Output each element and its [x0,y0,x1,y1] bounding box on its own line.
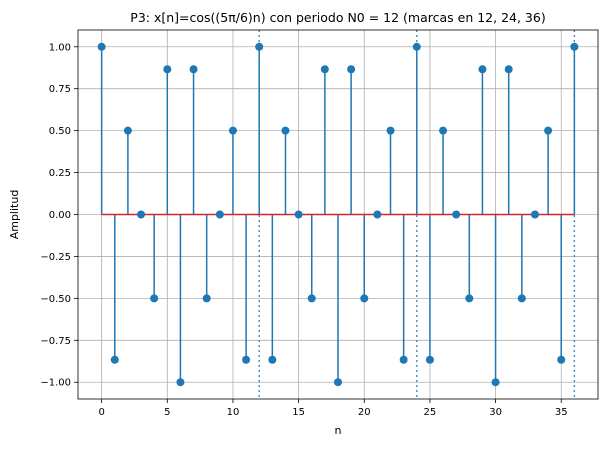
stem-marker [123,126,132,135]
stem-marker [439,126,448,135]
x-tick-label: 5 [164,407,170,418]
stem-markers [97,42,579,387]
stem-marker [360,294,369,303]
stem-marker [491,378,500,387]
x-tick-label: 20 [358,407,371,418]
stem-marker [570,42,579,51]
y-axis-ticks: 1.00 0.75 0.50 0.25 0.00 −0.25 −0.50 −0.75 −1.00 [40,42,78,389]
stem-marker [176,378,185,387]
x-tick-label: 0 [98,407,104,418]
y-axis-label: Amplitud [8,190,21,240]
stem-lines [100,46,576,383]
y-tick-label: 0.00 [49,210,71,221]
stem-marker [255,42,264,51]
x-axis-label: n [335,424,342,437]
stem-marker [334,378,342,387]
y-tick-label: −0.50 [40,294,71,305]
x-tick-label: 30 [489,407,502,418]
y-tick-label: 0.50 [49,126,71,137]
stem-marker [150,294,159,303]
y-tick-label: 1.00 [49,42,71,53]
stem-marker [294,210,303,219]
y-tick-label: −0.25 [40,252,71,263]
stem-marker [373,210,382,219]
stem-marker [189,65,198,74]
stem-marker [137,210,146,219]
stem-marker [307,294,316,303]
stem-marker [425,355,434,364]
chart-title: P3: x[n]=cos((5π/6)n) con periodo N0 = 1… [130,10,545,25]
stem-marker [215,210,224,219]
y-tick-label: 0.75 [49,84,71,95]
x-tick-label: 35 [555,407,568,418]
stem-marker [478,65,487,74]
stem-marker [517,294,526,303]
stem-marker [202,294,211,303]
stem-marker [530,210,539,219]
y-tick-label: −0.75 [40,336,71,347]
stem-marker [504,65,513,74]
stem-marker [347,65,356,74]
stem-marker [97,42,106,51]
y-tick-label: 0.25 [49,168,71,179]
x-tick-label: 10 [227,407,240,418]
x-tick-label: 15 [292,407,305,418]
stem-marker [412,42,421,51]
x-tick-label: 25 [424,407,437,418]
stem-marker [465,294,474,303]
stem-marker [163,65,172,74]
stem-marker [399,355,408,364]
stem-marker [544,126,553,135]
stem-marker [320,65,329,74]
stem-marker [386,126,395,135]
stem-marker [268,355,277,364]
stem-marker [281,126,290,135]
stem-marker [110,355,119,364]
stem-marker [228,126,237,135]
x-axis-ticks: 0 5 10 15 20 25 30 35 [98,399,568,418]
y-tick-label: −1.00 [40,378,71,389]
stem-marker [452,210,461,219]
stem-marker [242,355,251,364]
stem-marker [557,355,566,364]
